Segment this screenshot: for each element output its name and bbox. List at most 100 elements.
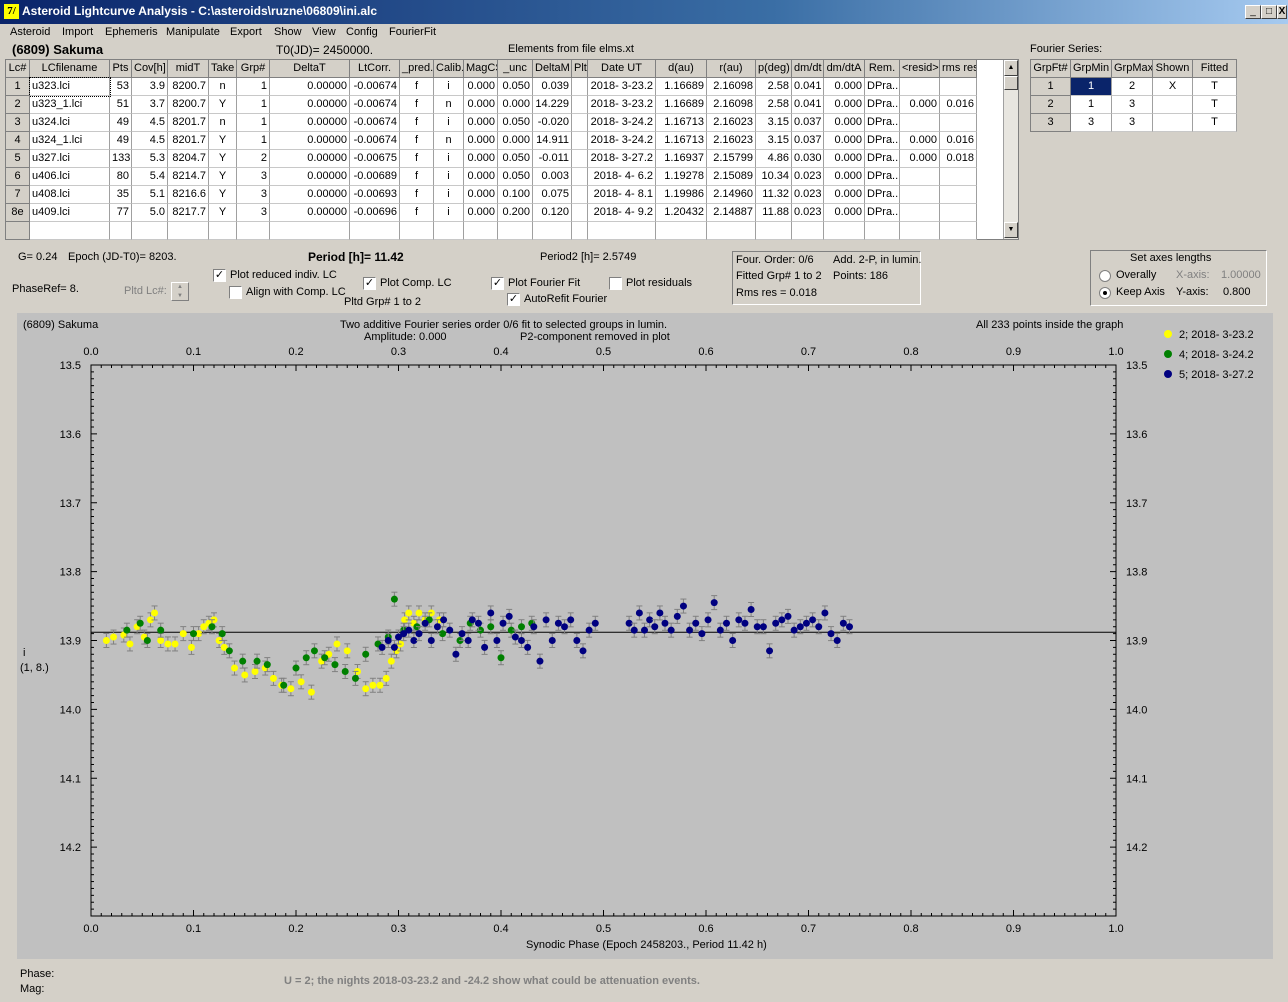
fourier-cell-shown[interactable] <box>1153 114 1193 132</box>
plot-residuals-checkbox[interactable] <box>609 277 622 290</box>
fourier-cell-grpmax[interactable]: 2 <box>1112 78 1153 96</box>
table-cell-r[interactable]: 2.16023 <box>707 114 756 132</box>
column-header-magcs[interactable]: MagCS <box>464 60 498 78</box>
table-empty-cell[interactable] <box>824 222 865 240</box>
column-header-take[interactable]: Take <box>209 60 237 78</box>
table-empty-cell[interactable] <box>572 222 588 240</box>
column-header-lc[interactable]: Lc# <box>6 60 30 78</box>
table-cell-p[interactable]: 3.15 <box>756 132 792 150</box>
x-axis-value[interactable]: 1.00000 <box>1221 269 1261 281</box>
column-header-dmdta[interactable]: dm/dtA <box>824 60 865 78</box>
table-cell-rem[interactable]: DPra... <box>865 114 900 132</box>
column-header-rem[interactable]: Rem. <box>865 60 900 78</box>
table-cell-pts[interactable]: 77 <box>110 204 132 222</box>
menu-export[interactable]: Export <box>230 26 262 38</box>
column-header-deltat[interactable]: DeltaT <box>270 60 350 78</box>
table-cell-cov[interactable]: 4.5 <box>132 114 168 132</box>
keep-axis-radio[interactable] <box>1099 287 1111 299</box>
table-cell-magcs[interactable]: 0.000 <box>464 186 498 204</box>
menu-fourierfit[interactable]: FourierFit <box>389 26 437 38</box>
table-cell-resid[interactable]: 0.000 <box>900 96 940 114</box>
fourier-cell-grpmax[interactable]: 3 <box>1112 114 1153 132</box>
table-cell-p[interactable]: 10.34 <box>756 168 792 186</box>
table-cell-date[interactable]: 2018- 3-23.2 <box>588 78 656 96</box>
table-cell-p[interactable]: 2.58 <box>756 96 792 114</box>
column-header-d[interactable]: d(au) <box>656 60 707 78</box>
table-cell-r[interactable]: 2.15089 <box>707 168 756 186</box>
table-cell-deltat[interactable]: 0.00000 <box>270 168 350 186</box>
fourier-cell-shown[interactable]: X <box>1153 78 1193 96</box>
table-cell-calib[interactable]: i <box>434 168 464 186</box>
menu-view[interactable]: View <box>312 26 336 38</box>
table-cell-plt[interactable] <box>572 78 588 96</box>
table-cell-magcs[interactable]: 0.000 <box>464 114 498 132</box>
overally-radio[interactable] <box>1099 270 1111 282</box>
table-cell-midt[interactable]: 8201.7 <box>168 114 209 132</box>
table-cell-dmdt[interactable]: 0.023 <box>792 186 824 204</box>
table-cell-cov[interactable]: 3.9 <box>132 78 168 96</box>
table-cell-filename[interactable]: u324_1.lci <box>30 132 110 150</box>
table-empty-cell[interactable] <box>533 222 572 240</box>
table-empty-cell[interactable] <box>940 222 977 240</box>
fourier-column-header-grpmax[interactable]: GrpMax <box>1112 60 1153 78</box>
table-scrollbar[interactable]: ▲ ▼ <box>1003 60 1018 239</box>
scroll-up-icon[interactable]: ▲ <box>1004 60 1018 76</box>
column-header-rms[interactable]: rms res <box>940 60 977 78</box>
minimize-button[interactable]: _ <box>1245 5 1261 19</box>
fourier-cell-grpmin[interactable]: 3 <box>1071 114 1112 132</box>
table-cell-filename[interactable]: u327.lci <box>30 150 110 168</box>
table-empty-cell[interactable] <box>110 222 132 240</box>
table-cell-midt[interactable]: 8217.7 <box>168 204 209 222</box>
table-cell-take[interactable]: Y <box>209 96 237 114</box>
table-cell-dmdt[interactable]: 0.037 <box>792 132 824 150</box>
table-cell-deltam[interactable]: 14.911 <box>533 132 572 150</box>
table-cell-unc[interactable]: 0.050 <box>498 150 533 168</box>
column-header-cov[interactable]: Cov[h] <box>132 60 168 78</box>
table-cell-dmdt[interactable]: 0.030 <box>792 150 824 168</box>
table-cell-midt[interactable]: 8200.7 <box>168 96 209 114</box>
table-cell-filename[interactable]: u323.lci <box>29 77 111 97</box>
table-cell-ltcorr[interactable]: -0.00674 <box>350 132 400 150</box>
menu-import[interactable]: Import <box>62 26 94 38</box>
table-cell-rem[interactable]: DPra... <box>865 150 900 168</box>
table-cell-r[interactable]: 2.14887 <box>707 204 756 222</box>
table-cell-pred[interactable]: f <box>400 168 434 186</box>
table-cell-magcs[interactable]: 0.000 <box>464 132 498 150</box>
table-empty-cell[interactable] <box>792 222 824 240</box>
table-cell-plt[interactable] <box>572 186 588 204</box>
menu-asteroid[interactable]: Asteroid <box>10 26 51 38</box>
table-cell-grp[interactable]: 1 <box>237 78 270 96</box>
table-cell-resid[interactable] <box>900 204 940 222</box>
table-cell-d[interactable]: 1.16713 <box>656 132 707 150</box>
spinner-up-icon[interactable]: ▲ <box>177 284 183 290</box>
column-header-ltcorr[interactable]: LtCorr. <box>350 60 400 78</box>
table-empty-cell[interactable] <box>588 222 656 240</box>
table-cell-r[interactable]: 2.16098 <box>707 96 756 114</box>
table-cell-grp[interactable]: 2 <box>237 150 270 168</box>
table-cell-date[interactable]: 2018- 3-24.2 <box>588 114 656 132</box>
table-cell-dmdta[interactable]: 0.000 <box>824 96 865 114</box>
table-cell-dmdta[interactable]: 0.000 <box>824 186 865 204</box>
phase-plot-chart[interactable]: 0.0 0.0 0.1 0.1 0.2 0.2 0.3 0.3 0.4 0.4 0.5 0.5 0.6 0… <box>17 313 1273 959</box>
menu-show[interactable]: Show <box>274 26 302 38</box>
table-cell-unc[interactable]: 0.050 <box>498 114 533 132</box>
fourier-cell-grpmin[interactable]: 1 <box>1071 96 1112 114</box>
table-cell-dmdt[interactable]: 0.037 <box>792 114 824 132</box>
table-cell-grp[interactable]: 1 <box>237 96 270 114</box>
column-header-pred[interactable]: _pred. <box>400 60 434 78</box>
table-cell-deltat[interactable]: 0.00000 <box>270 150 350 168</box>
table-empty-cell[interactable] <box>900 222 940 240</box>
table-cell-magcs[interactable]: 0.000 <box>464 150 498 168</box>
table-cell-cov[interactable]: 3.7 <box>132 96 168 114</box>
table-cell-midt[interactable]: 8216.6 <box>168 186 209 204</box>
table-cell-cov[interactable]: 5.4 <box>132 168 168 186</box>
table-cell-filename[interactable]: u406.lci <box>30 168 110 186</box>
align-comp-checkbox[interactable] <box>229 286 242 299</box>
table-cell-midt[interactable]: 8214.7 <box>168 168 209 186</box>
table-cell-deltam[interactable]: 0.039 <box>533 78 572 96</box>
table-cell-rms[interactable] <box>940 168 977 186</box>
menu-config[interactable]: Config <box>346 26 378 38</box>
table-cell-p[interactable]: 2.58 <box>756 78 792 96</box>
table-cell-deltam[interactable]: -0.011 <box>533 150 572 168</box>
lightcurve-plot-panel[interactable]: (6809) Sakuma Two additive Fourier serie… <box>17 313 1273 959</box>
